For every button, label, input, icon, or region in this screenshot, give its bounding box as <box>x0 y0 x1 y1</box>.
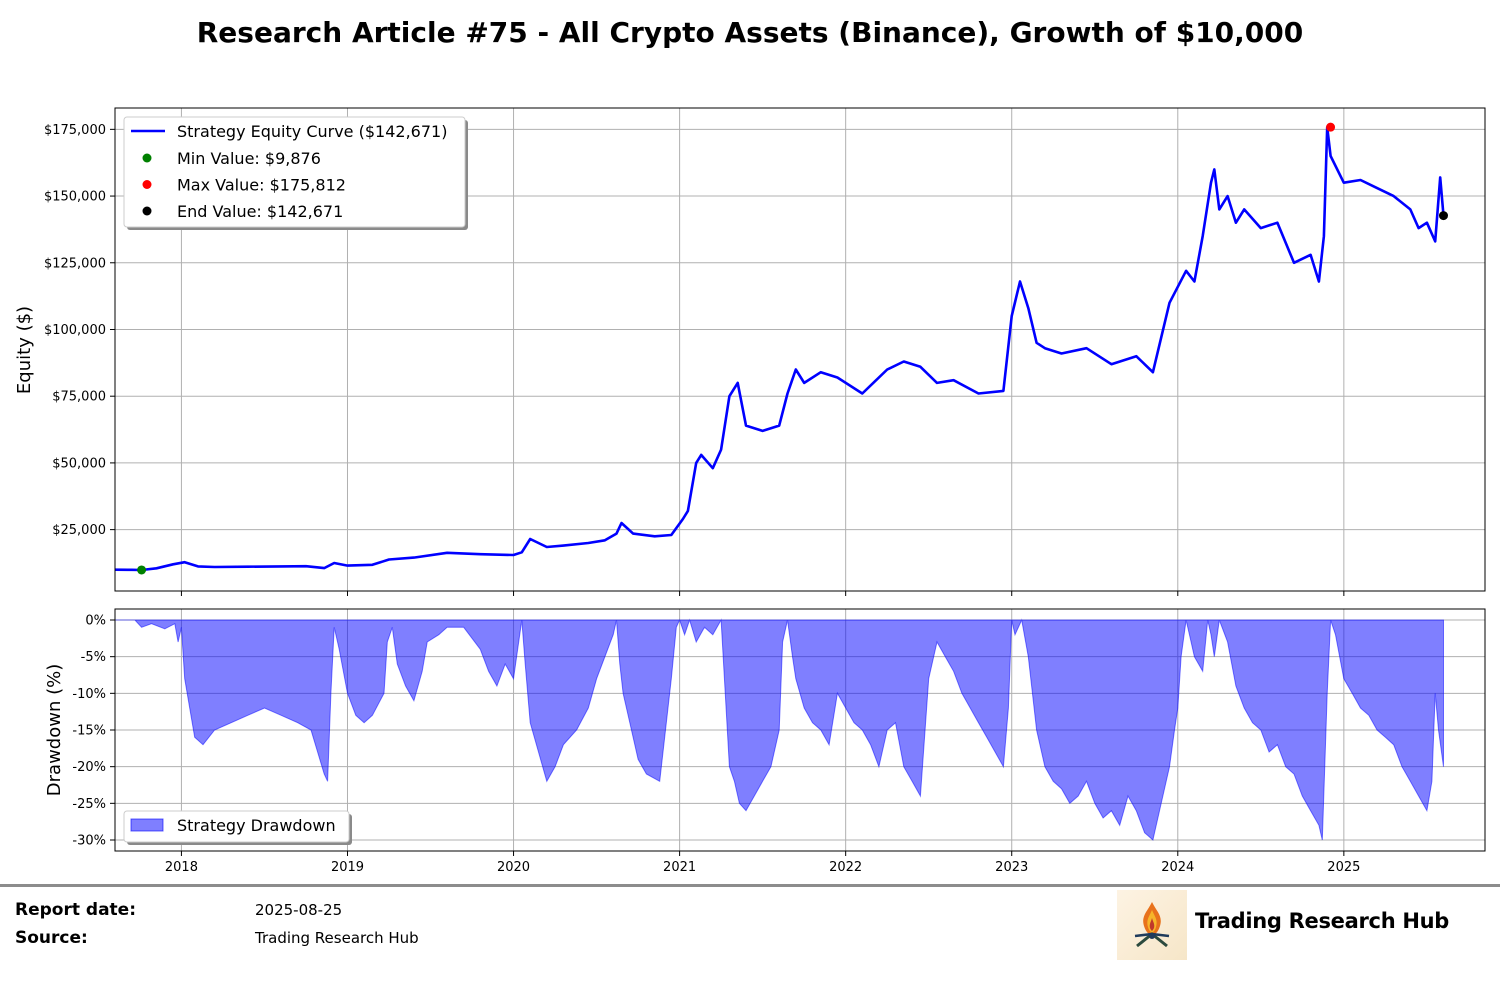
legend-marker-swatch <box>142 153 152 163</box>
legend-label-marker: End Value: $142,671 <box>177 202 343 221</box>
footer-separator <box>0 884 1500 887</box>
report-date-label: Report date: <box>15 900 136 920</box>
legend-area-swatch <box>130 818 164 832</box>
x-tick-label: 2021 <box>663 860 696 875</box>
x-tick-label: 2019 <box>331 860 364 875</box>
equity-y-tick-label: $100,000 <box>44 323 106 338</box>
drawdown-panel: 2018 2019 2020 2021 2022 2023 2024 2025 0% -5% -10… <box>44 608 1486 876</box>
brand-name: Trading Research Hub <box>1195 909 1450 933</box>
equity-y-axis-label: Equity ($) <box>14 306 35 394</box>
source-value: Trading Research Hub <box>255 929 419 947</box>
drawdown-y-tick-label: 0% <box>85 614 106 629</box>
equity-y-tick-label: $50,000 <box>52 456 106 471</box>
source-label: Source: <box>15 928 88 948</box>
drawdown-y-tick-label: -10% <box>72 687 106 702</box>
equity-y-tick-label: $125,000 <box>44 256 106 271</box>
drawdown-series <box>115 618 1444 841</box>
legend-marker-swatch <box>142 206 152 216</box>
drawdown-y-tick-label: -30% <box>72 834 106 849</box>
report-date-value: 2025-08-25 <box>255 901 343 919</box>
drawdown-y-tick-label: -20% <box>72 760 106 775</box>
brand-logo <box>1117 890 1187 960</box>
drawdown-axes: 2018 2019 2020 2021 2022 2023 2024 2025 0% -5% -10… <box>72 614 1360 876</box>
flame-quill-icon <box>1134 902 1170 948</box>
x-tick-label: 2018 <box>165 860 198 875</box>
legend-box <box>123 810 350 843</box>
drawdown-legend: Strategy Drawdown <box>123 810 352 845</box>
equity-panel: $25,000 $50,000 $75,000 $100,000 $125,000 $15… <box>14 107 1486 596</box>
legend-label-marker: Min Value: $9,876 <box>177 149 321 168</box>
drawdown-y-tick-label: -5% <box>81 650 106 665</box>
equity-series <box>114 122 1448 575</box>
chart-figure: Research Article #75 - All Crypto Assets… <box>14 16 1486 876</box>
legend-label-equity: Strategy Equity Curve ($142,671) <box>177 122 447 141</box>
marker-point <box>1326 122 1336 132</box>
equity-y-tick-label: $150,000 <box>44 190 106 205</box>
legend-box <box>123 116 466 228</box>
equity-y-tick-label: $25,000 <box>52 523 106 538</box>
x-tick-label: 2023 <box>995 860 1028 875</box>
x-tick-label: 2024 <box>1161 860 1194 875</box>
drawdown-y-tick-label: -15% <box>72 724 106 739</box>
legend-label-marker: Max Value: $175,812 <box>177 176 346 195</box>
marker-point <box>137 565 147 575</box>
equity-axes: $25,000 $50,000 $75,000 $100,000 $125,000 $15… <box>44 123 1345 596</box>
x-tick-label: 2022 <box>829 860 862 875</box>
x-tick-label: 2025 <box>1327 860 1360 875</box>
drawdown-y-tick-label: -25% <box>72 797 106 812</box>
chart-title: Research Article #75 - All Crypto Assets… <box>197 16 1303 49</box>
drawdown-y-axis-label: Drawdown (%) <box>44 664 65 796</box>
equity-y-tick-label: $75,000 <box>52 390 106 405</box>
equity-y-tick-label: $175,000 <box>44 123 106 138</box>
marker-point <box>1438 211 1448 221</box>
equity-axes-frame <box>114 107 1486 592</box>
equity-curve-line <box>114 125 1445 572</box>
x-tick-label: 2020 <box>497 860 530 875</box>
legend-label-drawdown: Strategy Drawdown <box>177 816 336 835</box>
equity-legend: Strategy Equity Curve ($142,671) Min Valu… <box>123 116 468 230</box>
drawdown-area <box>115 618 1444 841</box>
legend-marker-swatch <box>142 180 152 189</box>
